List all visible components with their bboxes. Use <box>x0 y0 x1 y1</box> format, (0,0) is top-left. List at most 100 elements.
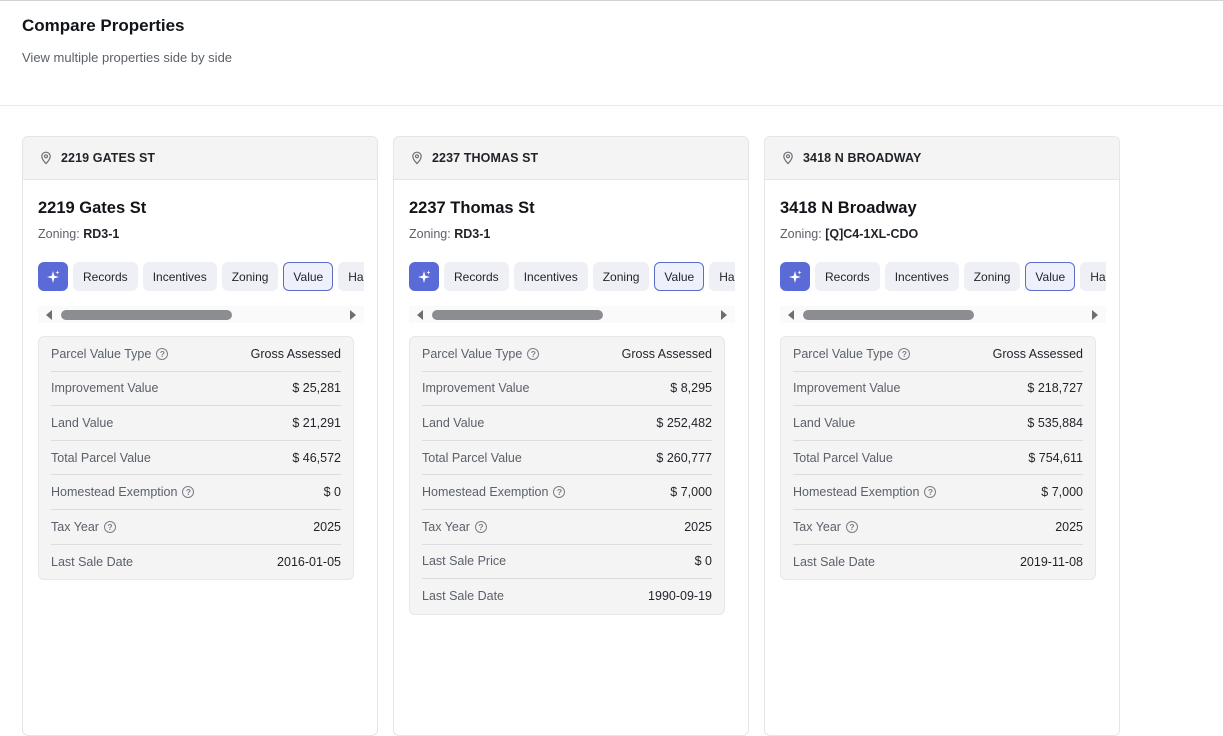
zoning-line: Zoning: [Q]C4-1XL-CDO <box>780 227 918 241</box>
detail-row: Improvement Value $ 25,281 <box>51 372 341 407</box>
tab-value[interactable]: Value <box>654 262 705 291</box>
row-value: Gross Assessed <box>250 346 341 361</box>
row-value: $ 218,727 <box>1027 381 1083 396</box>
ai-sparkle-button[interactable] <box>780 262 810 291</box>
row-label: Homestead Exemption <box>422 485 549 500</box>
row-value: $ 0 <box>323 485 341 500</box>
help-icon[interactable]: ? <box>845 520 858 533</box>
property-card: 2219 GATES ST 2219 Gates St Zoning: RD3-… <box>22 136 378 736</box>
page-title: Compare Properties <box>22 16 185 35</box>
help-icon[interactable]: ? <box>924 486 937 499</box>
tab-value[interactable]: Value <box>283 262 334 291</box>
zoning-value: RD3-1 <box>83 227 120 241</box>
row-value: $ 25,281 <box>292 381 341 396</box>
help-icon[interactable]: ? <box>553 486 566 499</box>
scroll-left-arrow-icon[interactable] <box>788 310 794 320</box>
tab-zoning[interactable]: Zoning <box>592 262 650 291</box>
tab-hazards[interactable]: Haza <box>338 262 364 291</box>
tab-incentives[interactable]: Incentives <box>513 262 588 291</box>
scroll-left-arrow-icon[interactable] <box>417 310 423 320</box>
zoning-label: Zoning: <box>409 227 451 241</box>
scrollbar-thumb[interactable] <box>803 310 974 320</box>
row-value: Gross Assessed <box>621 346 712 361</box>
tab-records[interactable]: Records <box>73 262 138 291</box>
detail-row: Homestead Exemption? $ 7,000 <box>793 475 1083 510</box>
row-label: Last Sale Price <box>422 554 507 569</box>
detail-row: Tax Year? 2025 <box>793 510 1083 545</box>
page-header: Compare Properties View multiple propert… <box>0 0 1223 106</box>
sparkle-icon <box>789 270 802 283</box>
scroll-right-arrow-icon[interactable] <box>350 310 356 320</box>
zoning-value: [Q]C4-1XL-CDO <box>825 227 919 241</box>
zoning-value: RD3-1 <box>454 227 491 241</box>
value-details-panel: Parcel Value Type? Gross Assessed Improve… <box>409 336 725 615</box>
detail-row: Total Parcel Value $ 754,611 <box>793 441 1083 476</box>
row-label: Land Value <box>422 415 485 430</box>
row-value: 2019-11-08 <box>1019 554 1083 569</box>
row-value: $ 7,000 <box>670 485 712 500</box>
row-value: $ 260,777 <box>656 450 712 465</box>
property-card-header: 2219 GATES ST <box>23 137 377 180</box>
tab-hazards[interactable]: Haza <box>1080 262 1106 291</box>
scroll-right-arrow-icon[interactable] <box>721 310 727 320</box>
tabs-scrollbar[interactable] <box>780 306 1106 323</box>
help-icon[interactable]: ? <box>898 347 911 360</box>
zoning-label: Zoning: <box>38 227 80 241</box>
help-icon[interactable]: ? <box>103 520 116 533</box>
help-icon[interactable]: ? <box>527 347 540 360</box>
detail-row: Total Parcel Value $ 46,572 <box>51 441 341 476</box>
scroll-right-arrow-icon[interactable] <box>1092 310 1098 320</box>
detail-row: Parcel Value Type? Gross Assessed <box>51 337 341 372</box>
zoning-line: Zoning: RD3-1 <box>409 227 490 241</box>
property-address-header: 2237 THOMAS ST <box>432 151 539 165</box>
row-label: Parcel Value Type <box>422 346 523 361</box>
row-label: Improvement Value <box>422 381 530 396</box>
location-pin-icon <box>783 151 793 165</box>
row-label: Last Sale Date <box>793 554 875 569</box>
row-value: $ 252,482 <box>656 415 712 430</box>
ai-sparkle-button[interactable] <box>38 262 68 291</box>
property-address-header: 3418 N BROADWAY <box>803 151 922 165</box>
detail-row: Last Sale Date 2019-11-08 <box>793 545 1083 580</box>
tab-value[interactable]: Value <box>1025 262 1076 291</box>
tab-records[interactable]: Records <box>815 262 880 291</box>
tabs-scrollbar[interactable] <box>38 306 364 323</box>
detail-row: Land Value $ 21,291 <box>51 406 341 441</box>
row-value: 2025 <box>684 519 712 534</box>
detail-row: Land Value $ 535,884 <box>793 406 1083 441</box>
sparkle-icon <box>47 270 60 283</box>
tab-zoning[interactable]: Zoning <box>221 262 279 291</box>
scrollbar-thumb[interactable] <box>61 310 232 320</box>
help-icon[interactable]: ? <box>474 520 487 533</box>
tab-hazards[interactable]: Haza <box>709 262 735 291</box>
row-value: $ 535,884 <box>1027 415 1083 430</box>
property-card-header: 2237 THOMAS ST <box>394 137 748 180</box>
help-icon[interactable]: ? <box>156 347 169 360</box>
detail-row: Homestead Exemption? $ 7,000 <box>422 475 712 510</box>
sparkle-icon <box>418 270 431 283</box>
row-label: Tax Year <box>422 519 470 534</box>
tab-incentives[interactable]: Incentives <box>884 262 959 291</box>
row-label: Tax Year <box>793 519 841 534</box>
tab-incentives[interactable]: Incentives <box>142 262 217 291</box>
value-details-panel: Parcel Value Type? Gross Assessed Improve… <box>780 336 1096 581</box>
detail-row: Parcel Value Type? Gross Assessed <box>422 337 712 372</box>
row-label: Land Value <box>793 415 856 430</box>
section-tabs: RecordsIncentivesZoningValueHaza <box>409 262 735 292</box>
detail-row: Last Sale Date 1990-09-19 <box>422 579 712 614</box>
zoning-line: Zoning: RD3-1 <box>38 227 119 241</box>
location-pin-icon <box>41 151 51 165</box>
detail-row: Last Sale Price $ 0 <box>422 545 712 580</box>
tabs-scrollbar[interactable] <box>409 306 735 323</box>
row-label: Improvement Value <box>51 381 159 396</box>
row-label: Last Sale Date <box>51 554 133 569</box>
scrollbar-thumb[interactable] <box>432 310 603 320</box>
help-icon[interactable]: ? <box>182 486 195 499</box>
row-value: 2016-01-05 <box>277 554 341 569</box>
tab-records[interactable]: Records <box>444 262 509 291</box>
row-value: 2025 <box>1055 519 1083 534</box>
row-value: $ 0 <box>694 554 712 569</box>
tab-zoning[interactable]: Zoning <box>963 262 1021 291</box>
ai-sparkle-button[interactable] <box>409 262 439 291</box>
scroll-left-arrow-icon[interactable] <box>46 310 52 320</box>
